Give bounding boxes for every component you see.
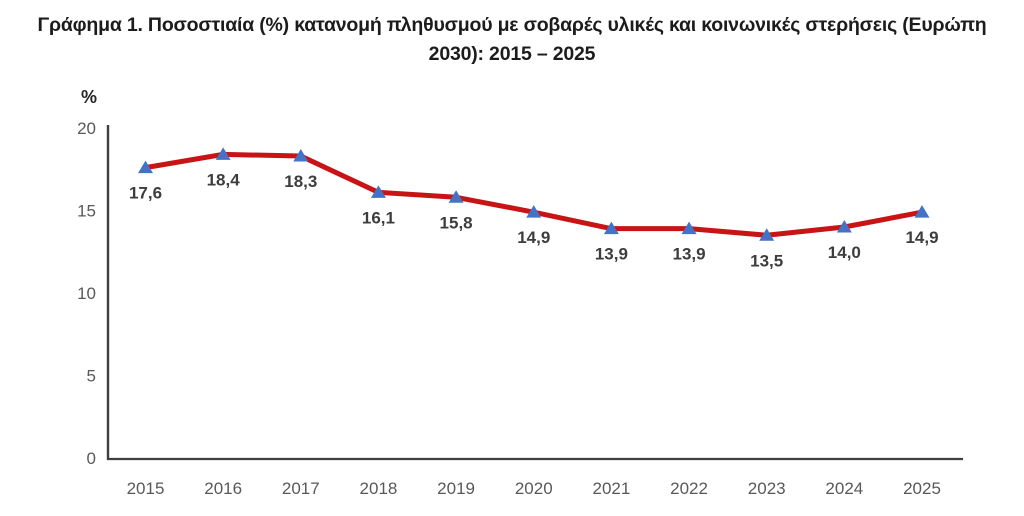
- x-tick-label: 2023: [748, 479, 786, 498]
- data-point-marker: [448, 190, 464, 203]
- chart-title-line-1: Γράφημα 1. Ποσοστιαία (%) κατανομή πληθυ…: [37, 14, 987, 36]
- data-point-label: 13,5: [750, 251, 783, 270]
- y-tick-label: 15: [77, 202, 96, 221]
- data-point-marker: [681, 221, 697, 235]
- data-point-label: 17,6: [129, 184, 162, 203]
- data-point-label: 14,9: [517, 228, 550, 247]
- data-point-marker: [759, 228, 775, 241]
- y-axis-unit-label: %: [81, 87, 97, 107]
- data-point-label: 18,4: [207, 170, 241, 189]
- x-tick-label: 2019: [437, 479, 475, 498]
- data-point-label: 13,9: [673, 245, 706, 264]
- data-point-label: 15,8: [440, 213, 473, 232]
- data-point-label: 18,3: [284, 172, 317, 191]
- y-tick-label: 5: [87, 367, 96, 386]
- chart-title-line-2: 2030): 2015 – 2025: [428, 43, 596, 65]
- data-series-line: [143, 151, 925, 238]
- x-tick-label: 2017: [282, 479, 320, 498]
- x-tick-label: 2022: [670, 479, 708, 498]
- y-tick-label: 20: [77, 119, 96, 138]
- data-point-label: 14,0: [828, 243, 861, 262]
- y-tick-label: 10: [77, 284, 96, 303]
- data-point-label: 14,9: [905, 228, 938, 247]
- data-point-marker: [370, 185, 386, 198]
- x-tick-label: 2015: [127, 479, 165, 498]
- x-tick-label: 2021: [592, 479, 630, 498]
- data-point-marker: [836, 220, 852, 233]
- data-point-label: 16,1: [362, 208, 395, 227]
- x-tick-label: 2025: [903, 479, 941, 498]
- x-tick-label: 2018: [360, 479, 398, 498]
- x-tick-label: 2020: [515, 479, 553, 498]
- y-tick-label: 0: [87, 449, 96, 468]
- data-point-marker: [138, 160, 153, 174]
- data-point-marker: [603, 221, 619, 235]
- data-point-marker: [914, 205, 930, 218]
- data-point-label: 13,9: [595, 245, 628, 264]
- data-point-marker: [215, 147, 231, 160]
- x-tick-label: 2024: [825, 479, 863, 498]
- x-tick-label: 2016: [204, 479, 242, 498]
- data-point-marker: [293, 149, 309, 162]
- chart-title: Γράφημα 1. Ποσοστιαία (%) κατανομή πληθυ…: [0, 11, 1024, 69]
- data-point-marker: [526, 205, 542, 218]
